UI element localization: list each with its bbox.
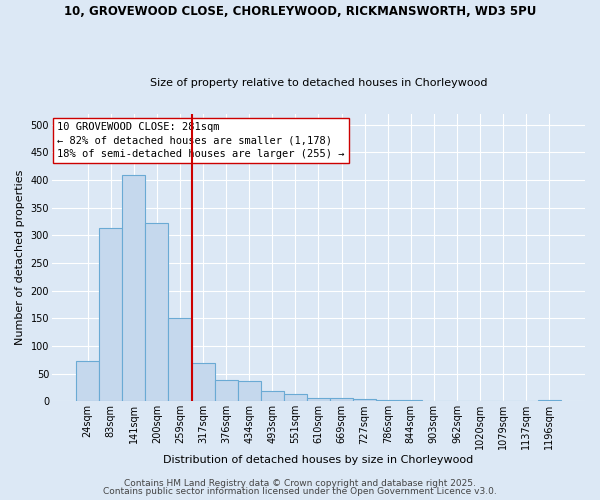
Bar — [122, 174, 145, 402]
Bar — [191, 362, 215, 402]
Bar — [538, 400, 561, 402]
Bar — [261, 392, 284, 402]
Bar — [353, 398, 376, 402]
X-axis label: Distribution of detached houses by size in Chorleywood: Distribution of detached houses by size … — [163, 455, 473, 465]
Bar — [330, 398, 353, 402]
Text: 10, GROVEWOOD CLOSE, CHORLEYWOOD, RICKMANSWORTH, WD3 5PU: 10, GROVEWOOD CLOSE, CHORLEYWOOD, RICKMA… — [64, 5, 536, 18]
Bar — [307, 398, 330, 402]
Bar — [169, 318, 191, 402]
Bar — [376, 400, 399, 402]
Bar — [238, 381, 261, 402]
Bar — [399, 400, 422, 402]
Text: Contains HM Land Registry data © Crown copyright and database right 2025.: Contains HM Land Registry data © Crown c… — [124, 478, 476, 488]
Text: Contains public sector information licensed under the Open Government Licence v3: Contains public sector information licen… — [103, 487, 497, 496]
Bar — [215, 380, 238, 402]
Y-axis label: Number of detached properties: Number of detached properties — [15, 170, 25, 345]
Text: 10 GROVEWOOD CLOSE: 281sqm
← 82% of detached houses are smaller (1,178)
18% of s: 10 GROVEWOOD CLOSE: 281sqm ← 82% of deta… — [57, 122, 345, 159]
Bar — [99, 228, 122, 402]
Bar — [145, 222, 169, 402]
Title: Size of property relative to detached houses in Chorleywood: Size of property relative to detached ho… — [150, 78, 487, 88]
Bar — [284, 394, 307, 402]
Bar — [76, 362, 99, 402]
